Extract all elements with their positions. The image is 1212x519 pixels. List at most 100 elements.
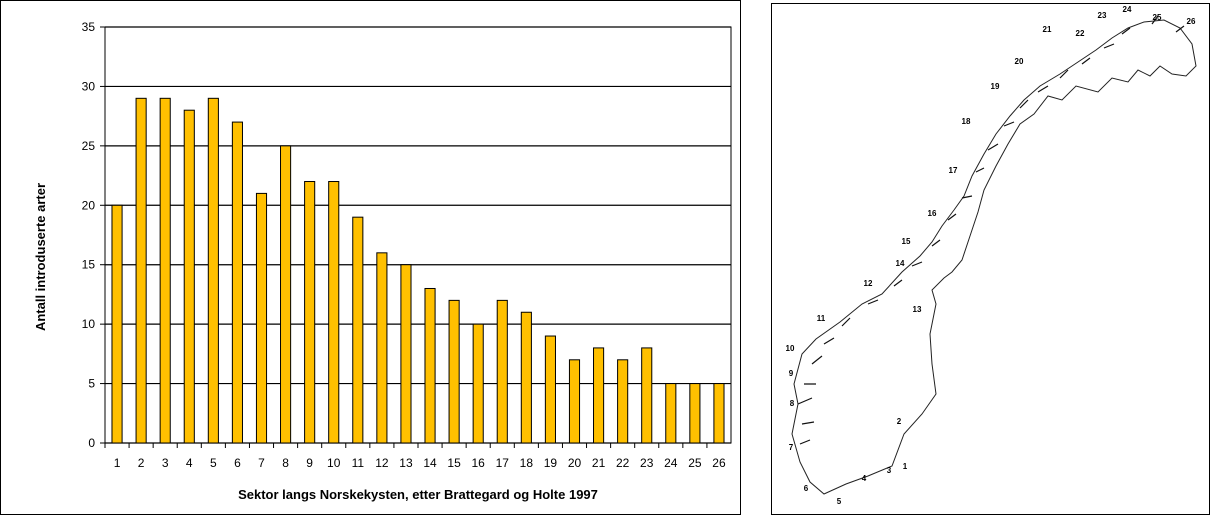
x-tick-label: 12 bbox=[375, 456, 389, 470]
sector-label: 9 bbox=[789, 369, 794, 378]
y-axis-label: Antall introduserte arter bbox=[33, 183, 48, 331]
bar bbox=[665, 383, 677, 444]
x-tick-label: 8 bbox=[282, 456, 289, 470]
x-tick-label: 10 bbox=[327, 456, 341, 470]
sector-label: 12 bbox=[864, 279, 873, 288]
bar bbox=[593, 347, 605, 444]
sector-label: 2 bbox=[897, 417, 902, 426]
bars bbox=[111, 97, 725, 444]
bar bbox=[304, 181, 316, 444]
bar bbox=[183, 109, 195, 444]
norway-coastline bbox=[791, 19, 1197, 495]
bar bbox=[159, 97, 171, 444]
bar bbox=[689, 383, 701, 444]
x-tick-label: 24 bbox=[664, 456, 678, 470]
sector-label: 15 bbox=[902, 237, 911, 246]
sector-label: 17 bbox=[949, 166, 958, 175]
bar bbox=[520, 311, 532, 444]
bar bbox=[231, 121, 243, 444]
sector-label: 26 bbox=[1187, 17, 1196, 26]
sector-label: 8 bbox=[790, 399, 795, 408]
bar bbox=[472, 323, 484, 444]
bar bbox=[400, 264, 412, 444]
sector-label: 22 bbox=[1076, 29, 1085, 38]
x-tick-label: 26 bbox=[712, 456, 726, 470]
sector-label: 16 bbox=[928, 209, 937, 218]
y-tick-label: 20 bbox=[82, 198, 96, 212]
sector-label: 10 bbox=[786, 344, 795, 353]
sector-label: 3 bbox=[887, 466, 892, 475]
bar bbox=[617, 359, 629, 444]
x-tick-label: 6 bbox=[234, 456, 241, 470]
fjord-detail bbox=[797, 15, 1185, 445]
x-tick-label: 4 bbox=[186, 456, 193, 470]
sector-label: 18 bbox=[962, 117, 971, 126]
y-tick-label: 15 bbox=[82, 258, 96, 272]
sector-label: 5 bbox=[837, 497, 842, 506]
y-tick-label: 25 bbox=[82, 139, 96, 153]
sector-label: 4 bbox=[862, 474, 867, 483]
x-tick-labels: 1 2 3 4 5 6 7 8 9 10 11 12 13 14 15 16 17 18 19 20 21 22 23 24 2… bbox=[104, 443, 726, 470]
bar bbox=[135, 97, 147, 444]
x-tick-label: 17 bbox=[496, 456, 510, 470]
y-tick-labels: 0 5 10 15 20 25 30 35 bbox=[82, 20, 105, 450]
plot-area bbox=[104, 26, 732, 444]
sector-label: 19 bbox=[991, 82, 1000, 91]
sector-label: 11 bbox=[817, 314, 826, 323]
x-tick-label: 20 bbox=[568, 456, 582, 470]
y-tick-label: 0 bbox=[88, 436, 95, 450]
x-tick-label: 25 bbox=[688, 456, 702, 470]
x-tick-label: 7 bbox=[258, 456, 265, 470]
bar bbox=[207, 97, 219, 444]
sector-label: 20 bbox=[1015, 57, 1024, 66]
y-tick-label: 35 bbox=[82, 20, 96, 34]
plot-frame bbox=[104, 26, 732, 444]
bar bbox=[352, 216, 364, 444]
bar bbox=[376, 252, 388, 444]
y-tick-label: 5 bbox=[88, 377, 95, 391]
sector-label: 21 bbox=[1043, 25, 1052, 34]
x-tick-label: 14 bbox=[423, 456, 437, 470]
sector-label: 25 bbox=[1153, 13, 1162, 22]
x-tick-label: 23 bbox=[640, 456, 654, 470]
bar bbox=[544, 335, 556, 444]
y-tick-label: 30 bbox=[82, 79, 96, 93]
bar bbox=[424, 287, 436, 444]
bar bbox=[255, 192, 268, 444]
chart-panel: 0 5 10 15 20 25 30 35 1 2 3 4 5 6 7 8 9 10 11 12 13 14 15 16 17… bbox=[0, 0, 741, 515]
bar bbox=[280, 145, 292, 444]
x-tick-label: 3 bbox=[162, 456, 169, 470]
sector-label: 24 bbox=[1123, 5, 1132, 14]
x-tick-label: 11 bbox=[352, 456, 365, 470]
x-tick-label: 1 bbox=[114, 456, 121, 470]
x-tick-label: 21 bbox=[592, 456, 606, 470]
x-tick-label: 5 bbox=[210, 456, 217, 470]
sector-label: 13 bbox=[913, 305, 922, 314]
sector-label: 1 bbox=[903, 462, 908, 471]
x-tick-label: 16 bbox=[472, 456, 486, 470]
bar bbox=[568, 359, 581, 444]
x-axis-label: Sektor langs Norskekysten, etter Bratteg… bbox=[238, 487, 598, 502]
bar bbox=[496, 299, 508, 444]
sector-label: 7 bbox=[789, 443, 794, 452]
sector-label: 6 bbox=[804, 484, 809, 493]
bar bbox=[713, 383, 725, 444]
x-tick-label: 22 bbox=[616, 456, 630, 470]
sector-label: 23 bbox=[1098, 11, 1107, 20]
x-tick-label: 19 bbox=[544, 456, 558, 470]
x-tick-label: 2 bbox=[138, 456, 145, 470]
x-tick-label: 18 bbox=[520, 456, 534, 470]
map-panel: 1 2 3 4 5 6 7 8 9 10 11 12 13 14 15 16 17 18 19 20 21 22 23 24 2… bbox=[771, 3, 1210, 515]
x-tick-label: 13 bbox=[399, 456, 413, 470]
bar bbox=[448, 299, 460, 444]
bar bbox=[111, 204, 123, 444]
x-tick-label: 9 bbox=[306, 456, 313, 470]
sector-label: 14 bbox=[896, 259, 905, 268]
bar bbox=[641, 347, 653, 444]
bar bbox=[328, 181, 340, 444]
y-tick-label: 10 bbox=[82, 317, 96, 331]
x-tick-label: 15 bbox=[447, 456, 461, 470]
